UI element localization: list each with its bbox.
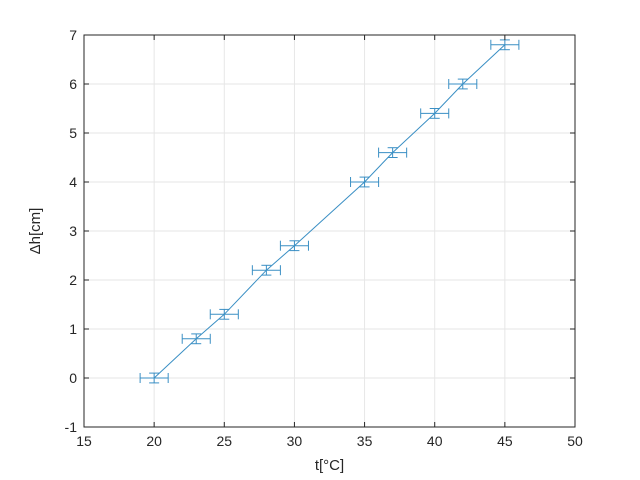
data-point-errorbar: [181, 333, 211, 345]
y-tick-label: 1: [69, 321, 77, 337]
data-point-errorbar: [279, 240, 309, 252]
y-tick-label: 0: [69, 370, 77, 386]
x-tick-label: 50: [567, 433, 583, 449]
x-tick-label: 25: [216, 433, 232, 449]
x-tick-label: 40: [427, 433, 443, 449]
grid: [83, 34, 576, 428]
data-point-errorbar: [378, 147, 408, 158]
x-tick-label: 20: [146, 433, 162, 449]
y-tick-label: 5: [69, 125, 77, 141]
x-tick-label: 45: [497, 433, 513, 449]
series-line: [153, 44, 506, 379]
data-point-errorbar: [209, 308, 239, 320]
x-tick-label: 35: [357, 433, 373, 449]
x-tick-label: 15: [76, 433, 92, 449]
y-tick-label: 6: [69, 76, 77, 92]
y-axis-label: Δh[cm]: [27, 208, 44, 255]
data-point-errorbar: [448, 78, 478, 90]
data-point-errorbar: [139, 372, 169, 384]
data-series: [139, 39, 520, 384]
data-point-errorbar: [420, 108, 450, 119]
data-point-errorbar: [490, 39, 520, 51]
data-point-errorbar: [350, 176, 380, 188]
y-tick-label: 3: [69, 223, 77, 239]
x-tick-label: 30: [287, 433, 303, 449]
data-point-errorbar: [251, 264, 281, 276]
y-tick-label: 7: [69, 27, 77, 43]
y-tick-label: 2: [69, 272, 77, 288]
y-tick-label: -1: [65, 419, 78, 435]
x-axis-label: t[°C]: [315, 457, 344, 474]
y-tick-label: 4: [69, 174, 77, 190]
